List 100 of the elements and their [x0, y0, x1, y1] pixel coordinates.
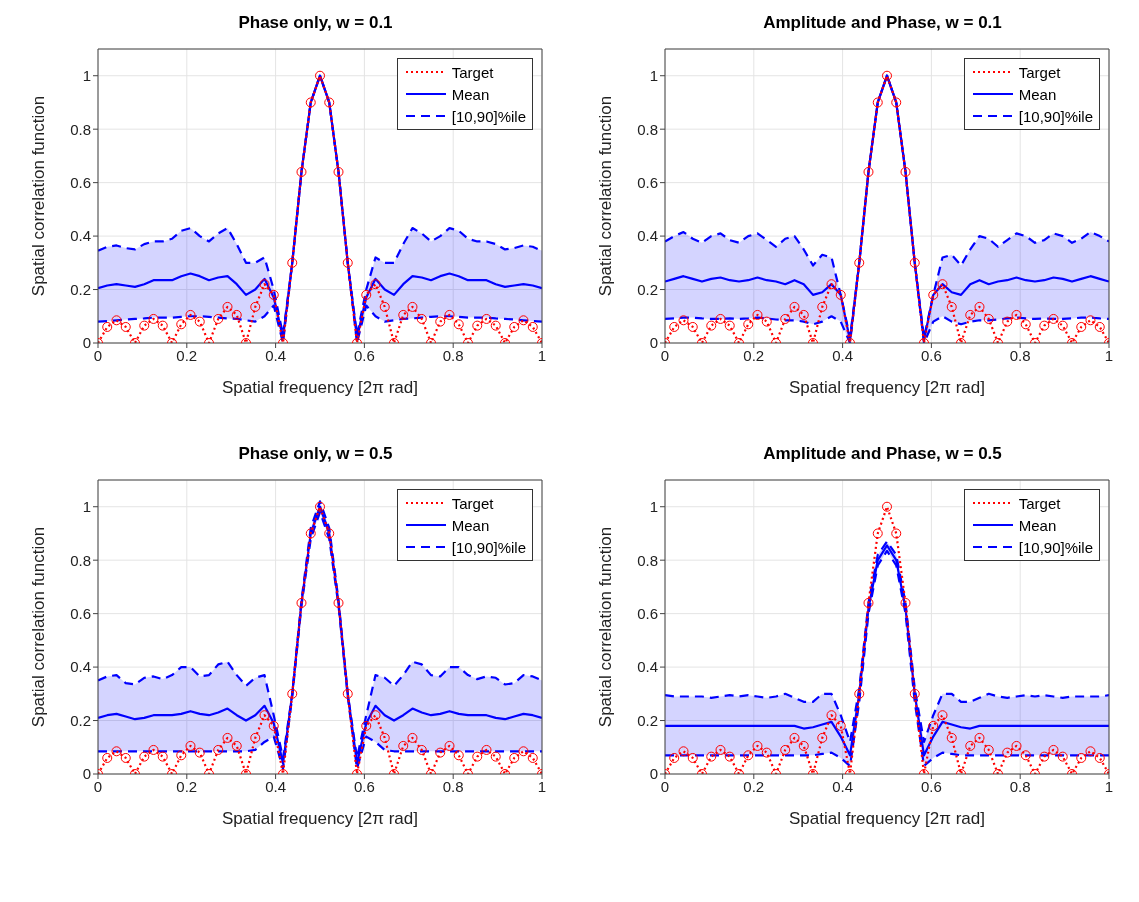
point: [305, 528, 316, 539]
point: [965, 309, 976, 320]
point: [250, 301, 261, 312]
x-tick-label: 1: [537, 346, 547, 364]
point: [305, 97, 316, 108]
point: [416, 313, 427, 324]
point: [259, 279, 270, 290]
point: [1076, 321, 1087, 332]
y-tick-label: 0.4: [637, 658, 658, 676]
point: [407, 732, 418, 743]
y-tick-label: 1: [82, 498, 91, 516]
point: [724, 751, 735, 762]
chart-title: Amplitude and Phase, w = 0.1: [762, 12, 1003, 34]
x-tick-label: 0.2: [743, 777, 765, 795]
point: [315, 501, 325, 512]
point: [518, 746, 529, 757]
y-tick-label: 0: [649, 334, 658, 352]
point: [472, 751, 483, 762]
point: [669, 752, 680, 763]
point: [669, 321, 680, 332]
point: [120, 321, 131, 332]
point: [102, 752, 113, 763]
point: [946, 301, 957, 312]
y-tick-label: 0.2: [70, 711, 91, 729]
y-tick-label: 0.8: [637, 551, 658, 569]
point: [854, 257, 865, 268]
point: [111, 315, 122, 326]
point: [296, 166, 307, 177]
legend-label: Mean: [451, 516, 490, 534]
point: [111, 746, 122, 757]
point: [157, 751, 168, 762]
legend-label: Mean: [451, 85, 490, 103]
point: [817, 732, 828, 743]
point: [1048, 744, 1059, 755]
x-tick-label: 0.8: [442, 346, 464, 364]
point: [687, 321, 698, 332]
x-tick-label: 0.2: [743, 346, 765, 364]
x-tick-label: 0.8: [1009, 346, 1031, 364]
chart-title: Phase only, w = 0.5: [237, 443, 394, 465]
legend-label: [10,90]%ile: [1018, 538, 1093, 556]
y-tick-label: 1: [649, 498, 658, 516]
point: [798, 309, 809, 320]
point: [678, 746, 689, 757]
y-tick-label: 0.8: [70, 120, 91, 138]
point: [527, 752, 538, 763]
point: [453, 319, 464, 330]
point: [324, 528, 335, 539]
point: [752, 309, 763, 320]
legend-label: [10,90]%ile: [1018, 107, 1093, 125]
y-tick-label: 1: [649, 67, 658, 85]
point: [706, 320, 717, 331]
point: [1085, 315, 1096, 326]
point: [370, 279, 381, 290]
point: [185, 309, 196, 320]
x-tick-label: 0.8: [1009, 777, 1031, 795]
point: [213, 744, 224, 755]
y-tick-label: 0.8: [70, 551, 91, 569]
point: [1011, 309, 1022, 320]
point: [937, 279, 948, 290]
point: [102, 321, 113, 332]
x-axis-title: Spatial frequency [2π rad]: [221, 378, 419, 397]
point: [231, 309, 242, 320]
point: [259, 710, 270, 721]
point: [157, 320, 168, 331]
chart-title: Amplitude and Phase, w = 0.5: [762, 443, 1003, 465]
point: [1057, 320, 1068, 331]
x-tick-label: 0.4: [265, 346, 287, 364]
point: [342, 688, 353, 699]
point: [527, 321, 538, 332]
point: [222, 301, 233, 312]
point: [882, 501, 892, 512]
point: [398, 309, 409, 320]
point: [370, 710, 381, 721]
point: [324, 97, 335, 108]
point: [148, 313, 159, 324]
point: [983, 744, 994, 755]
y-tick-label: 1: [82, 67, 91, 85]
point: [342, 257, 353, 268]
x-axis-title: Spatial frequency [2π rad]: [221, 809, 419, 828]
point: [481, 313, 492, 324]
point: [761, 747, 772, 758]
legend-label: Target: [1018, 494, 1061, 512]
x-tick-label: 0.6: [920, 346, 942, 364]
point: [472, 320, 483, 331]
point: [826, 710, 837, 721]
y-axis-title: Spatial correlation function: [29, 95, 49, 297]
y-tick-label: 0.2: [70, 280, 91, 298]
point: [1057, 751, 1068, 762]
point: [435, 316, 446, 327]
x-tick-label: 0: [93, 346, 103, 364]
point: [268, 720, 279, 731]
point: [937, 710, 948, 721]
point: [435, 747, 446, 758]
point: [231, 740, 242, 751]
y-tick-label: 0.4: [70, 227, 91, 245]
point: [946, 732, 957, 743]
point: [891, 97, 902, 108]
point: [974, 732, 985, 743]
point: [509, 321, 520, 332]
point: [835, 289, 846, 300]
